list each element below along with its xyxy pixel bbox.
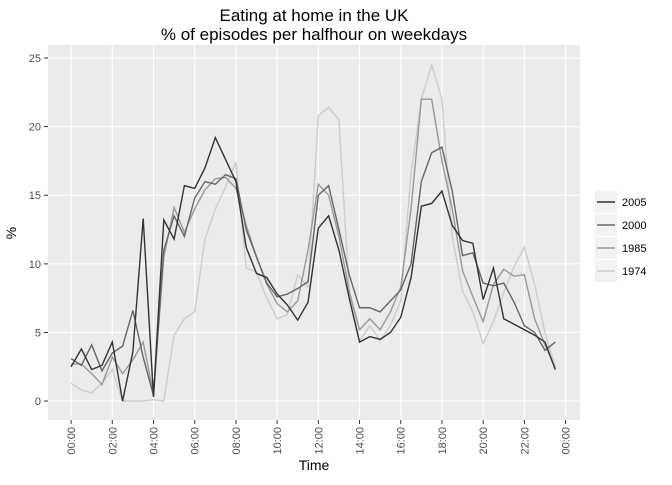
x-tick-label: 02:00 xyxy=(107,427,119,455)
x-axis-title: Time xyxy=(299,457,330,473)
line xyxy=(71,98,556,395)
y-tick-label: 10 xyxy=(29,259,41,271)
x-tick-label: 14:00 xyxy=(355,427,367,455)
y-tick-label: 15 xyxy=(29,190,41,202)
x-tick-label: 12:00 xyxy=(313,427,325,455)
chart-title: Eating at home in the UK xyxy=(219,6,409,25)
y-axis-title: % xyxy=(3,227,19,239)
line xyxy=(70,62,556,402)
x-tick-label: 00:00 xyxy=(66,427,78,455)
legend-label: 2000 xyxy=(622,220,646,232)
x-tick-label: 16:00 xyxy=(396,427,408,455)
x-tick-label: 04:00 xyxy=(148,427,160,455)
x-tick-label: 22:00 xyxy=(519,427,531,455)
y-tick-label: 20 xyxy=(29,122,41,134)
y-tick-label: 25 xyxy=(29,53,41,65)
y-tick-label: 0 xyxy=(35,396,41,408)
legend-label: 2005 xyxy=(622,197,646,209)
x-tick-label: 20:00 xyxy=(478,427,490,455)
x-tick-label: 08:00 xyxy=(231,427,243,455)
x-tick-label: 18:00 xyxy=(437,427,449,455)
x-tick-label: 10:00 xyxy=(272,427,284,455)
y-tick-label: 5 xyxy=(35,327,41,339)
x-tick-label: 00:00 xyxy=(561,427,573,455)
chart-subtitle: % of episodes per halfhour on weekdays xyxy=(161,25,467,44)
line xyxy=(70,135,556,402)
line xyxy=(70,146,556,396)
legend-label: 1974 xyxy=(622,266,646,278)
legend-label: 1985 xyxy=(622,243,646,255)
x-tick-label: 06:00 xyxy=(190,427,202,455)
